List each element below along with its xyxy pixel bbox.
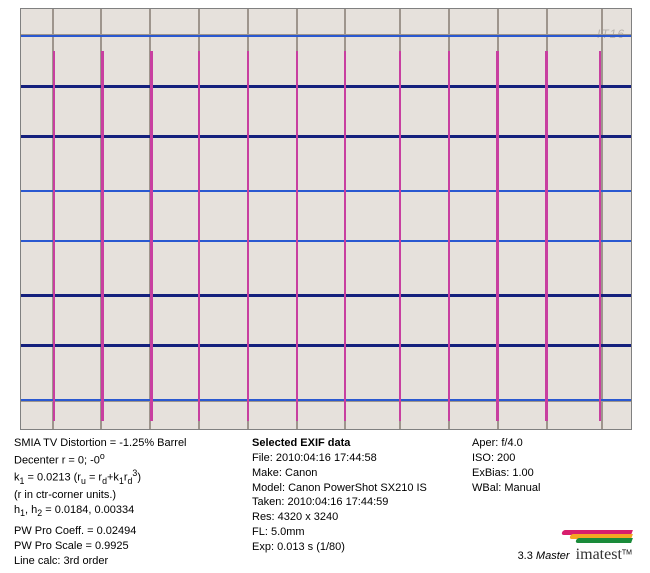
exif-res: Res: 4320 x 3240 [252,510,462,525]
exif-wbal: WBal: Manual [472,481,642,496]
r-units-note: (r in ctr-corner units.) [14,488,244,503]
exif-file: File: 2010:04:16 17:44:58 [252,451,462,466]
imatest-logo: 3.3 Master imatestTM [518,530,632,564]
exif-fl: FL: 5.0mm [252,525,462,540]
distortion-metrics-column: SMIA TV Distortion = -1.25% Barrel Decen… [14,436,244,569]
smia-distortion: SMIA TV Distortion = -1.25% Barrel [14,436,244,451]
line-calc-order: Line calc: 3rd order [14,554,244,569]
exif-iso: ISO: 200 [472,451,642,466]
decenter: Decenter r = 0; -0o [14,451,244,469]
distortion-chart: IT16 [20,8,632,430]
exif-aper: Aper: f/4.0 [472,436,642,451]
pw-pro-coeff: PW Pro Coeff. = 0.02494 [14,524,244,539]
exif-header: Selected EXIF data [252,436,462,451]
exif-right-column: Aper: f/4.0 ISO: 200 ExBias: 1.00 WBal: … [472,436,642,495]
exif-taken: Taken: 2010:04:16 17:44:59 [252,495,462,510]
pw-pro-scale: PW Pro Scale = 0.9925 [14,539,244,554]
h1-h2-values: h1, h2 = 0.0184, 0.00334 [14,503,244,520]
logo-text-line: 3.3 Master imatestTM [518,546,632,564]
exif-exp: Exp: 0.013 s (1/80) [252,540,462,555]
exif-exbias: ExBias: 1.00 [472,466,642,481]
k1-formula: k1 = 0.0213 (ru = rd+k1rd3) [14,468,244,488]
exif-make: Make: Canon [252,466,462,481]
exif-column: Selected EXIF data File: 2010:04:16 17:4… [252,436,462,555]
exif-model: Model: Canon PowerShot SX210 IS [252,481,462,496]
info-text-region: SMIA TV Distortion = -1.25% Barrel Decen… [10,436,640,566]
logo-swoosh-icon [552,530,632,546]
